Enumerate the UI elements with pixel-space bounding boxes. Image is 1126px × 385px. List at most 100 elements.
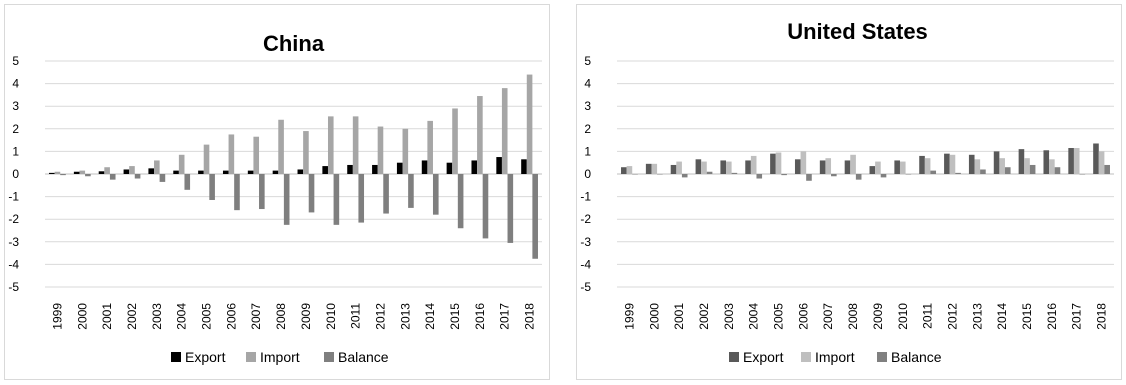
bar-balance-2010 [333, 174, 340, 225]
bar-import-2001 [104, 167, 110, 174]
bar-import-2015 [1024, 158, 1030, 174]
bar-balance-2009 [308, 174, 315, 213]
x-tick-label: 2005 [200, 303, 214, 330]
bar-balance-2002 [134, 174, 141, 179]
bar-export-2001 [98, 171, 105, 174]
bar-import-2006 [228, 134, 235, 174]
y-tick-label: -2 [8, 212, 19, 226]
bar-export-2002 [695, 159, 702, 174]
bar-import-2016 [1049, 159, 1055, 174]
series-balance [632, 164, 1110, 181]
bar-import-2017 [1073, 148, 1080, 174]
bar-import-1999 [54, 171, 61, 174]
bar-balance-2017 [507, 174, 514, 243]
x-tick-label: 2017 [498, 303, 512, 330]
legend-swatch [877, 352, 887, 362]
series-balance [60, 174, 538, 259]
x-tick-label: 2016 [1045, 303, 1059, 330]
bar-import-2003 [154, 160, 160, 174]
bar-balance-2007 [259, 174, 265, 210]
bar-balance-2005 [209, 174, 215, 200]
bar-balance-2011 [930, 170, 937, 174]
bar-balance-2002 [706, 171, 713, 174]
y-tick-label: 2 [12, 122, 19, 136]
chart-united-states: United States 5 4 3 2 1 0 -1 -2 -3 -4 -5 1999 2000 200… [580, 19, 1114, 365]
bar-import-2018 [526, 74, 533, 174]
bar-balance-2003 [731, 172, 738, 174]
bar-balance-1999 [60, 174, 66, 176]
x-tick-label: 2010 [324, 303, 338, 330]
bar-balance-2008 [283, 174, 290, 225]
bar-import-2014 [427, 120, 433, 174]
legend-label: Import [260, 349, 300, 365]
bar-balance-2012 [955, 172, 961, 174]
legend-label: Export [185, 349, 226, 365]
x-tick-label: 2014 [423, 303, 437, 330]
x-tick-label: 2016 [473, 303, 487, 330]
x-tick-label: 2008 [846, 303, 860, 330]
x-tick-label: 2011 [921, 303, 935, 329]
legend-item-export: Export [171, 349, 226, 365]
x-tick-label: 2001 [672, 303, 686, 330]
y-tick-label: 0 [584, 167, 591, 181]
x-tick-label: 2012 [945, 303, 959, 330]
bar-export-2003 [720, 160, 727, 174]
bar-import-2010 [899, 161, 906, 174]
legend-swatch [729, 352, 739, 362]
x-tick-label: 2012 [373, 303, 387, 330]
bar-balance-2003 [159, 174, 166, 182]
x-tick-label: 2001 [100, 303, 114, 330]
bar-import-2004 [178, 154, 185, 174]
x-tick-label: 2009 [299, 303, 313, 330]
x-tick-label: 2000 [647, 303, 661, 330]
x-tick-label: 2004 [747, 303, 761, 330]
bar-import-2012 [377, 126, 384, 174]
legend-item-import: Import [801, 349, 855, 365]
x-tick-label: 2018 [1095, 303, 1109, 330]
bar-balance-2010 [905, 174, 912, 175]
bar-export-2007 [247, 170, 254, 174]
bar-import-2000 [651, 163, 658, 174]
y-tick-label: 1 [584, 144, 591, 158]
bar-export-2005 [770, 153, 776, 174]
bar-balance-2001 [681, 174, 688, 178]
bars [621, 143, 1110, 181]
x-tick-label: 1999 [50, 303, 64, 330]
x-tick-label: 2007 [249, 303, 263, 330]
legend-label: Export [743, 349, 784, 365]
bar-balance-2014 [1004, 167, 1011, 174]
bar-export-2006 [794, 159, 801, 174]
bar-balance-2004 [756, 174, 763, 179]
y-tick-label: 3 [12, 99, 19, 113]
bar-export-2018 [521, 159, 527, 174]
bar-import-2004 [750, 155, 757, 174]
y-tick-label: 4 [584, 77, 591, 91]
bar-export-2011 [347, 164, 353, 174]
bar-import-2013 [974, 159, 981, 174]
x-axis-ticks: 1999 2000 2001 2002 2003 2004 2005 2006 2007 2008… [50, 303, 536, 330]
x-tick-label: 2015 [1020, 303, 1034, 330]
bar-balance-2004 [184, 174, 191, 190]
bar-export-2007 [819, 160, 826, 174]
y-axis-ticks: 5 4 3 2 1 0 -1 -2 -3 -4 -5 [8, 54, 19, 294]
bar-balance-2000 [657, 174, 663, 175]
y-tick-label: -4 [8, 257, 19, 271]
x-axis-ticks: 1999 2000 2001 2002 2003 2004 2005 2006 2007 2008… [622, 303, 1108, 330]
bar-balance-2016 [1054, 167, 1061, 174]
bar-import-2003 [726, 161, 732, 174]
bar-balance-1999 [632, 174, 638, 175]
bar-balance-2013 [980, 169, 986, 174]
bar-import-2018 [1098, 151, 1105, 174]
y-tick-label: -5 [580, 280, 591, 294]
x-tick-label: 2002 [697, 303, 711, 330]
legend-swatch [324, 352, 334, 362]
x-tick-label: 2003 [722, 303, 736, 330]
x-tick-label: 2014 [995, 303, 1009, 330]
bar-import-2008 [850, 154, 856, 174]
bar-import-2009 [875, 161, 881, 174]
bar-export-2016 [471, 160, 478, 174]
x-tick-label: 2002 [125, 303, 139, 330]
bar-balance-2007 [831, 174, 837, 177]
x-tick-label: 2008 [274, 303, 288, 330]
legend-item-export: Export [729, 349, 784, 365]
